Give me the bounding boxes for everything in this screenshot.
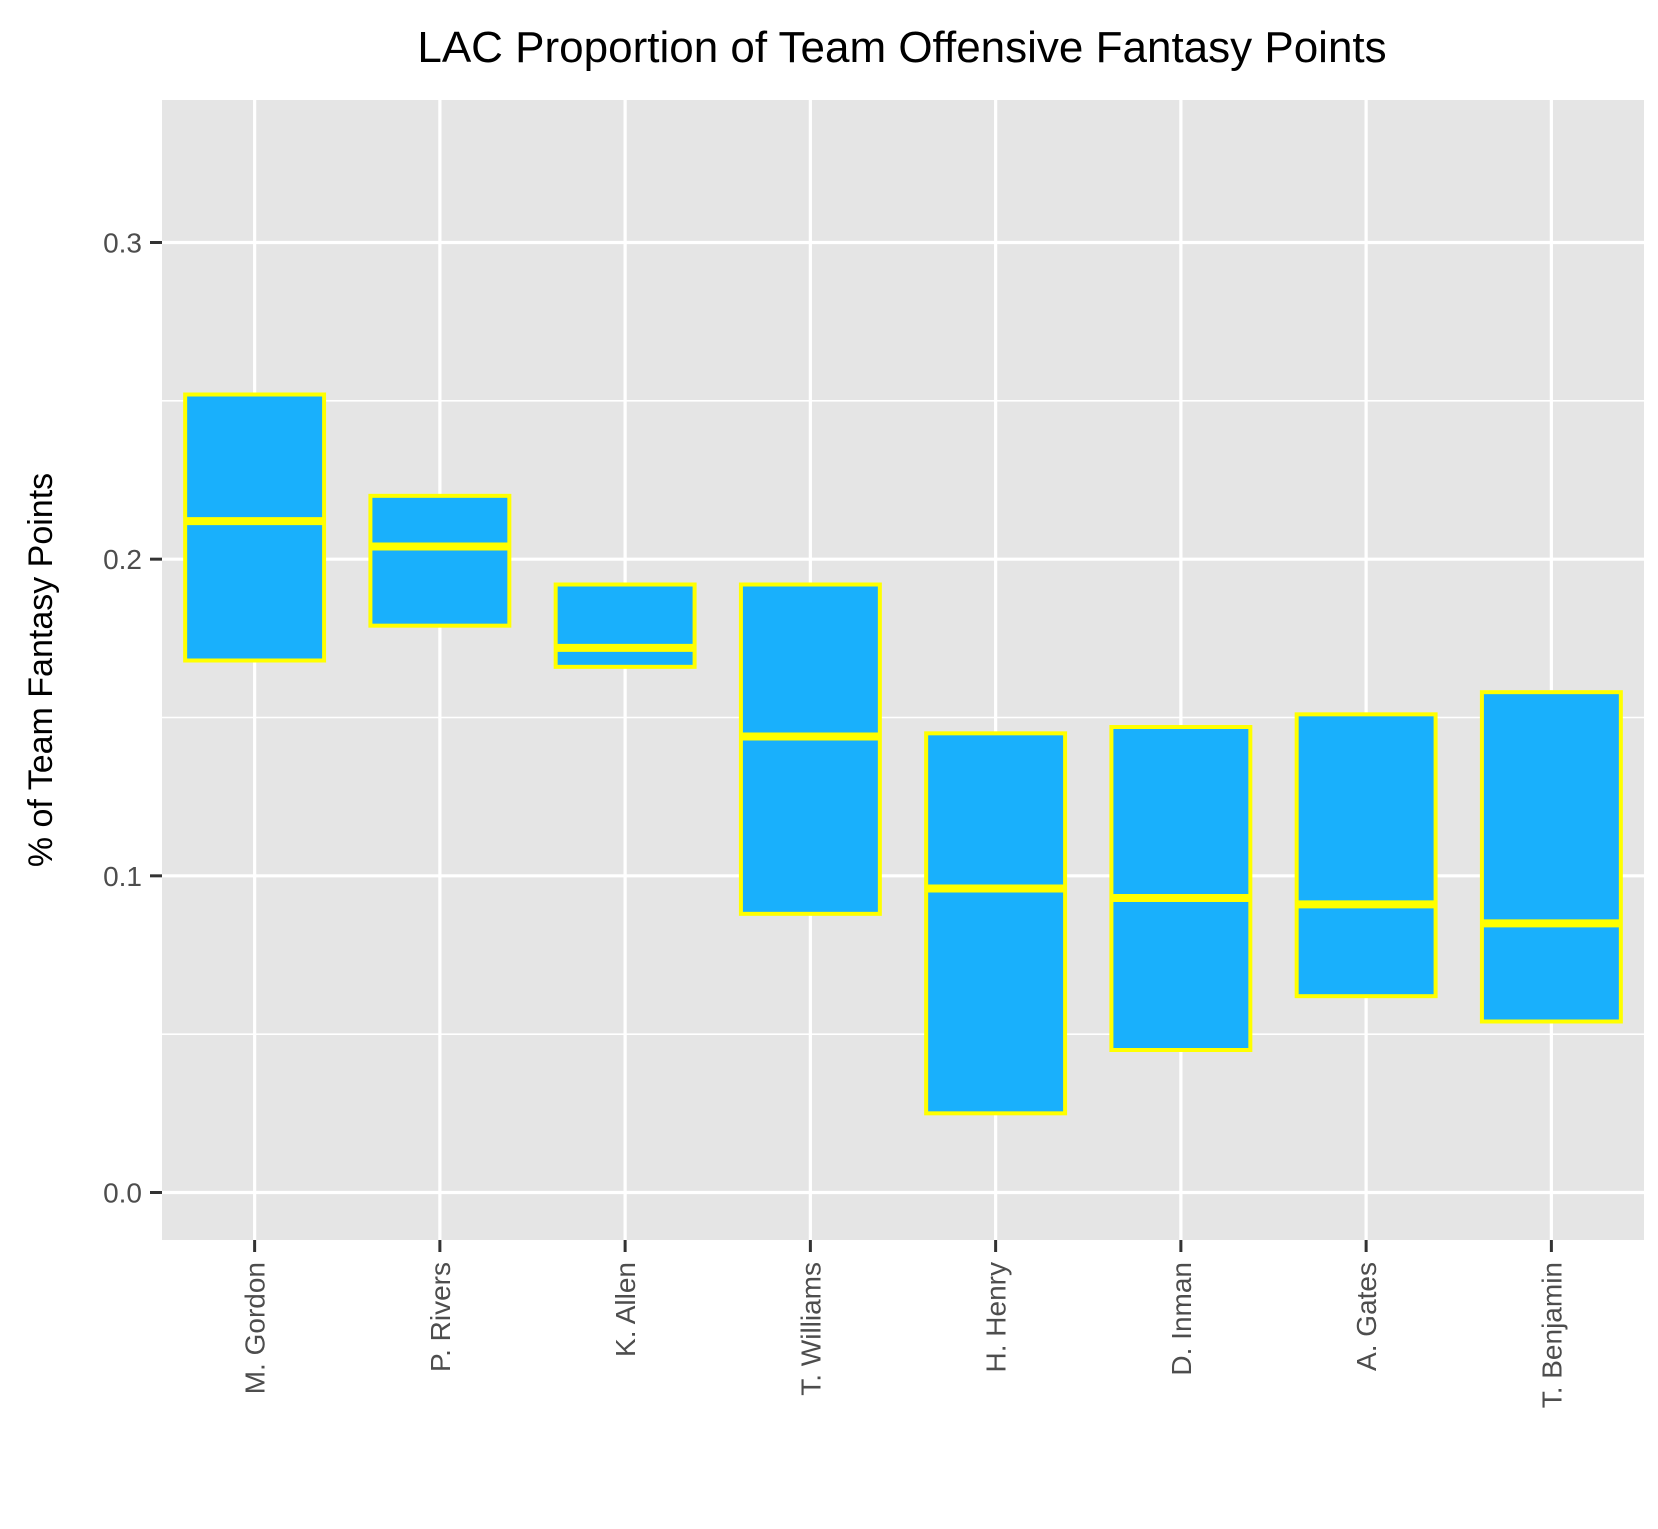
y-tick-label: 0.2 <box>103 544 142 575</box>
x-tick-label: P. Rivers <box>425 1262 456 1372</box>
x-tick-label: M. Gordon <box>240 1262 271 1394</box>
x-tick-label: T. Williams <box>795 1262 826 1396</box>
x-tick-label: K. Allen <box>610 1262 641 1357</box>
box-4 <box>738 582 882 916</box>
chart-title: LAC Proportion of Team Offensive Fantasy… <box>417 23 1386 72</box>
x-tick-label: H. Henry <box>981 1262 1012 1372</box>
plot-panel <box>162 100 1644 1240</box>
box-8 <box>1479 690 1623 1024</box>
x-tick-label: T. Benjamin <box>1536 1262 1567 1408</box>
x-tick-label: A. Gates <box>1351 1262 1382 1371</box>
box-7 <box>1294 712 1438 999</box>
y-tick-label: 0.3 <box>103 228 142 259</box>
box-1 <box>183 392 327 663</box>
box-3 <box>553 582 697 669</box>
y-axis-label: % of Team Fantasy Points <box>22 473 60 867</box>
y-axis: 0.0 0.1 0.2 0.3 <box>103 228 162 1209</box>
x-tick-label: D. Inman <box>1166 1262 1197 1376</box>
y-tick-label: 0.0 <box>103 1178 142 1209</box>
y-tick-label: 0.1 <box>103 861 142 892</box>
x-axis: M. Gordon P. Rivers K. Allen T. Williams H. … <box>240 1240 1567 1408</box>
box-6 <box>1109 725 1253 1052</box>
box-2 <box>368 493 512 628</box>
boxes <box>183 392 1623 1116</box>
box-5 <box>924 731 1068 1116</box>
